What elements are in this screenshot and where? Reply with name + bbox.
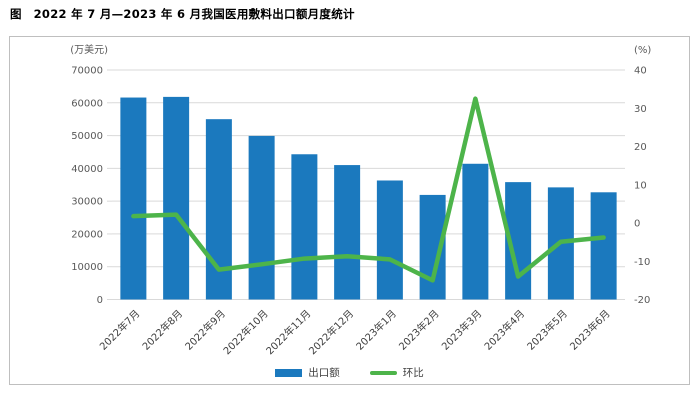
right-axis-unit-label: (%) — [634, 45, 651, 56]
left-tick-label: 20000 — [71, 229, 103, 240]
x-axis-label: 2023年1月 — [353, 307, 399, 353]
export-bar — [291, 154, 318, 300]
x-axis-label: 2022年9月 — [182, 307, 228, 353]
export-bar — [462, 163, 489, 300]
x-axis-label: 2022年7月 — [97, 307, 143, 353]
gridlines — [112, 69, 625, 300]
left-tick-label: 30000 — [71, 197, 103, 208]
right-tick-label: 0 — [634, 219, 640, 230]
left-axis-unit-label: (万美元) — [70, 43, 108, 56]
legend-label-exports: 出口额 — [308, 367, 340, 379]
x-axis-label: 2023年6月 — [567, 307, 613, 353]
exports-bar-swatch — [275, 368, 303, 377]
right-axis: -20 -10 0 10 20 30 40 (%) — [634, 45, 651, 306]
x-axis-label: 2022年10月 — [220, 307, 270, 357]
export-bar — [334, 165, 361, 300]
x-axis-label: 2023年4月 — [481, 307, 527, 353]
mom-change-line — [131, 96, 606, 283]
chart-canvas: 0 10000 20000 30000 40000 50000 60000 70000 (万美元… — [70, 43, 651, 357]
bars-series — [120, 96, 617, 300]
x-axis: 2022年7月2022年8月2022年9月2022年10月2022年11月202… — [97, 307, 613, 357]
mom-line-swatch — [369, 370, 397, 375]
left-tick-label: 50000 — [71, 131, 103, 142]
x-axis-label: 2023年3月 — [439, 307, 485, 353]
x-axis-label: 2022年12月 — [306, 307, 356, 357]
x-axis-label: 2022年8月 — [139, 307, 185, 353]
legend-label-mom: 环比 — [402, 367, 424, 379]
left-tick-label: 60000 — [71, 98, 103, 109]
left-tick-label: 0 — [97, 295, 103, 306]
line-series — [131, 96, 606, 283]
right-tick-label: 10 — [634, 180, 647, 191]
right-tick-label: -20 — [634, 295, 650, 306]
right-tick-label: -10 — [634, 257, 650, 268]
left-tick-label: 40000 — [71, 164, 103, 175]
x-axis-label: 2023年2月 — [396, 307, 442, 353]
left-axis: 0 10000 20000 30000 40000 50000 60000 70000 (万美元… — [70, 43, 112, 306]
x-axis-label: 2023年5月 — [524, 307, 570, 353]
right-tick-label: 20 — [634, 142, 647, 153]
figure-title: 图 2022 年 7 月—2023 年 6 月我国医用敷料出口额月度统计 — [10, 7, 355, 21]
export-bar — [590, 192, 617, 300]
export-bar — [120, 97, 147, 300]
right-tick-label: 40 — [634, 66, 647, 77]
legend-item-mom: 环比 — [369, 365, 424, 380]
x-axis-label: 2022年11月 — [263, 307, 313, 357]
legend-item-exports: 出口额 — [275, 365, 340, 380]
export-bar — [205, 119, 232, 300]
left-tick-label: 10000 — [71, 262, 103, 273]
right-tick-label: 30 — [634, 104, 647, 115]
chart-box: 0 10000 20000 30000 40000 50000 60000 70000 (万美元… — [9, 36, 690, 385]
left-tick-label: 70000 — [71, 66, 103, 77]
export-bar — [248, 135, 275, 300]
export-bar — [376, 180, 403, 300]
chart-legend: 出口额 环比 — [10, 365, 689, 380]
export-bar — [163, 96, 190, 300]
